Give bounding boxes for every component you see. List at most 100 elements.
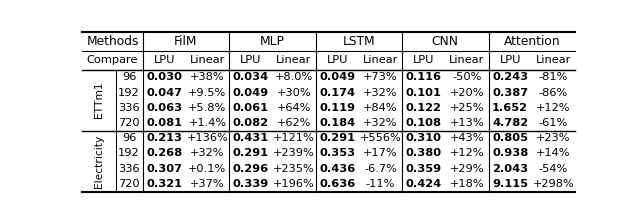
Text: +30%: +30% (276, 88, 311, 97)
Text: +32%: +32% (190, 149, 225, 158)
Text: 0.353: 0.353 (319, 149, 355, 158)
Text: 2.043: 2.043 (492, 164, 528, 174)
Text: 0.049: 0.049 (232, 88, 269, 97)
Text: Linear: Linear (536, 55, 571, 65)
Text: +8.0%: +8.0% (275, 72, 313, 82)
Text: 96: 96 (122, 72, 136, 82)
Text: +556%: +556% (360, 133, 401, 143)
Text: +12%: +12% (450, 149, 484, 158)
Text: 0.291: 0.291 (319, 133, 355, 143)
Text: 0.174: 0.174 (319, 88, 355, 97)
Text: 0.082: 0.082 (233, 118, 269, 128)
Text: 336: 336 (118, 164, 140, 174)
Text: 0.030: 0.030 (146, 72, 182, 82)
Text: -11%: -11% (365, 179, 395, 189)
Text: +12%: +12% (536, 103, 571, 113)
Text: 192: 192 (118, 88, 140, 97)
Text: +37%: +37% (190, 179, 225, 189)
Text: -81%: -81% (539, 72, 568, 82)
Text: +23%: +23% (536, 133, 571, 143)
Text: 1.652: 1.652 (492, 103, 528, 113)
Text: 0.049: 0.049 (319, 72, 355, 82)
Text: 0.436: 0.436 (319, 164, 355, 174)
Text: 0.119: 0.119 (319, 103, 355, 113)
Text: +239%: +239% (273, 149, 315, 158)
Text: 0.108: 0.108 (406, 118, 442, 128)
Text: -50%: -50% (452, 72, 481, 82)
Text: +62%: +62% (276, 118, 311, 128)
Text: +43%: +43% (450, 133, 484, 143)
Text: 0.213: 0.213 (146, 133, 182, 143)
Text: -54%: -54% (539, 164, 568, 174)
Text: 0.636: 0.636 (319, 179, 355, 189)
Text: 0.081: 0.081 (146, 118, 182, 128)
Text: +84%: +84% (363, 103, 397, 113)
Text: Linear: Linear (189, 55, 225, 65)
Text: 96: 96 (122, 133, 136, 143)
Text: +196%: +196% (273, 179, 315, 189)
Text: 0.061: 0.061 (233, 103, 269, 113)
Text: LPU: LPU (413, 55, 435, 65)
Text: 720: 720 (118, 118, 140, 128)
Text: 0.387: 0.387 (492, 88, 528, 97)
Text: CNN: CNN (432, 35, 459, 48)
Text: Attention: Attention (504, 35, 560, 48)
Text: +38%: +38% (190, 72, 225, 82)
Text: 0.034: 0.034 (232, 72, 269, 82)
Text: 0.243: 0.243 (492, 72, 528, 82)
Text: +235%: +235% (273, 164, 315, 174)
Text: 0.310: 0.310 (406, 133, 442, 143)
Text: +1.4%: +1.4% (188, 118, 227, 128)
Text: 0.063: 0.063 (146, 103, 182, 113)
Text: 0.938: 0.938 (492, 149, 528, 158)
Text: +13%: +13% (449, 118, 484, 128)
Text: +136%: +136% (186, 133, 228, 143)
Text: Linear: Linear (449, 55, 484, 65)
Text: 9.115: 9.115 (492, 179, 528, 189)
Text: +29%: +29% (450, 164, 484, 174)
Text: +121%: +121% (273, 133, 315, 143)
Text: 0.380: 0.380 (406, 149, 442, 158)
Text: 0.424: 0.424 (406, 179, 442, 189)
Text: 4.782: 4.782 (492, 118, 528, 128)
Text: 0.359: 0.359 (406, 164, 442, 174)
Text: LPU: LPU (499, 55, 521, 65)
Text: +17%: +17% (363, 149, 397, 158)
Text: +32%: +32% (363, 118, 397, 128)
Text: +18%: +18% (449, 179, 484, 189)
Text: LPU: LPU (154, 55, 175, 65)
Text: 336: 336 (118, 103, 140, 113)
Text: +298%: +298% (532, 179, 574, 189)
Text: 720: 720 (118, 179, 140, 189)
Text: 0.268: 0.268 (146, 149, 182, 158)
Text: Compare: Compare (87, 55, 138, 65)
Text: 0.296: 0.296 (232, 164, 269, 174)
Text: 0.122: 0.122 (406, 103, 442, 113)
Text: 0.291: 0.291 (233, 149, 269, 158)
Text: +32%: +32% (363, 88, 397, 97)
Text: ETTm1: ETTm1 (94, 82, 104, 118)
Text: Linear: Linear (276, 55, 312, 65)
Text: 0.321: 0.321 (146, 179, 182, 189)
Text: +64%: +64% (276, 103, 311, 113)
Text: -6.7%: -6.7% (364, 164, 397, 174)
Text: 0.431: 0.431 (232, 133, 269, 143)
Text: +14%: +14% (536, 149, 571, 158)
Text: +9.5%: +9.5% (188, 88, 227, 97)
Text: Linear: Linear (363, 55, 398, 65)
Text: FilM: FilM (174, 35, 198, 48)
Text: +5.8%: +5.8% (188, 103, 227, 113)
Text: MLP: MLP (260, 35, 285, 48)
Text: Methods: Methods (86, 35, 139, 48)
Text: 0.101: 0.101 (406, 88, 442, 97)
Text: LSTM: LSTM (342, 35, 375, 48)
Text: 0.339: 0.339 (232, 179, 269, 189)
Text: 0.116: 0.116 (406, 72, 442, 82)
Text: LPU: LPU (326, 55, 348, 65)
Text: 0.805: 0.805 (492, 133, 528, 143)
Text: -61%: -61% (539, 118, 568, 128)
Text: 192: 192 (118, 149, 140, 158)
Text: 0.184: 0.184 (319, 118, 355, 128)
Text: LPU: LPU (240, 55, 261, 65)
Text: 0.047: 0.047 (146, 88, 182, 97)
